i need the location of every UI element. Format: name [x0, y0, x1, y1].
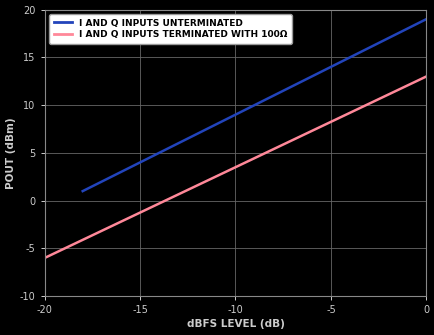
- X-axis label: dBFS LEVEL (dB): dBFS LEVEL (dB): [186, 320, 284, 329]
- Y-axis label: POUT (dBm): POUT (dBm): [6, 117, 16, 189]
- Legend: I AND Q INPUTS UNTERMINATED, I AND Q INPUTS TERMINATED WITH 100Ω: I AND Q INPUTS UNTERMINATED, I AND Q INP…: [49, 14, 291, 44]
